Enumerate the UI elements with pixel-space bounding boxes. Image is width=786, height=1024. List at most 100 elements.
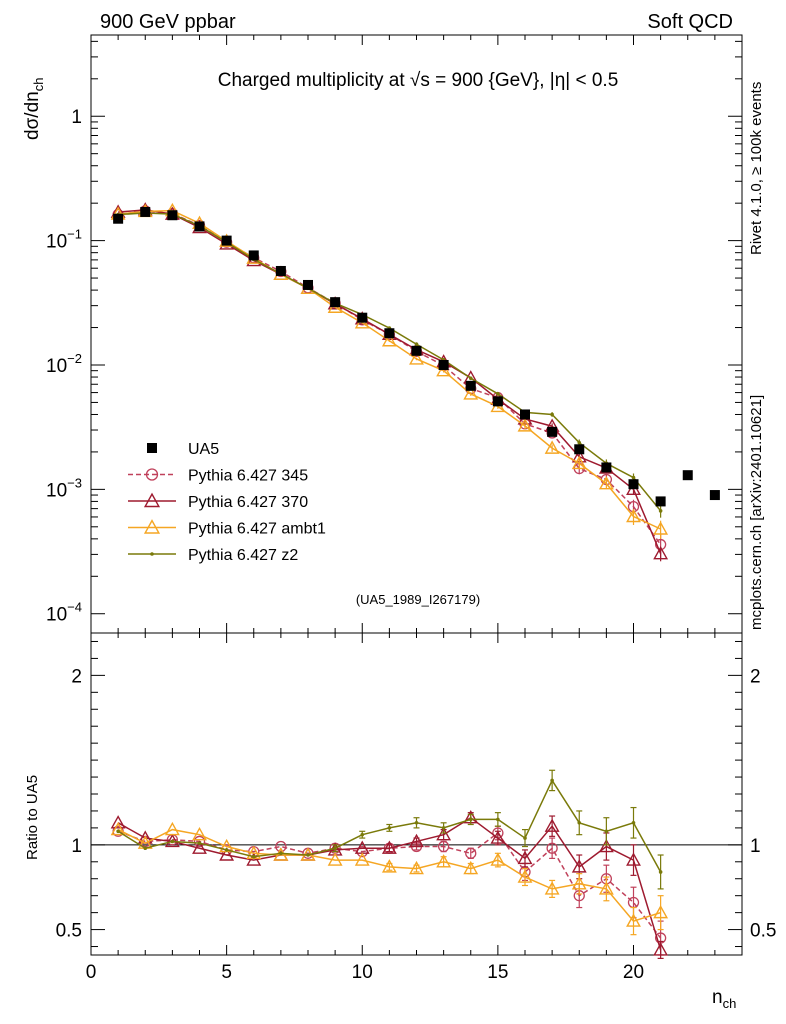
series-point [653,545,669,560]
data-point [275,265,286,276]
data-point [547,426,558,437]
series-ratio-point [409,833,424,848]
series-ratio-point [164,821,180,836]
series-ratio-point [441,826,446,830]
x-tick-label: 0 [86,962,97,983]
series-point [468,376,473,381]
series-point [381,333,397,347]
series-ratio-point [653,942,669,956]
data-point [113,213,124,224]
legend-marker [143,519,161,534]
ratio-tick-label: 0.5 [56,921,82,942]
series-ratio-point [631,821,636,825]
data-point [492,396,503,407]
legend-marker [145,468,159,481]
legend-label: Pythia 6.427 345 [188,468,308,485]
legend-label: Pythia 6.427 370 [188,494,308,511]
series-ratio-point [224,848,229,852]
y-tick-label: 10−4 [46,600,82,626]
data-point [709,490,720,501]
series-ratio-point [193,835,206,848]
data-point [411,345,422,356]
ratio-tick-label-right: 1 [750,836,761,857]
series-point [463,386,479,400]
series-ratio-point [490,852,506,866]
series-ratio-point [604,829,609,834]
series-point [631,475,636,480]
legend-marker [143,492,161,508]
series-point [414,342,419,347]
x-tick-label: 20 [623,962,644,983]
series-ratio-point [436,854,452,868]
series-ratio-point [436,826,452,841]
series-point [577,440,582,445]
series-ratio-point [626,852,641,866]
data-point [248,250,259,261]
series-ratio-point [571,876,587,890]
series-ratio-point [544,818,560,832]
series-ratio-point [653,904,669,919]
legend-label: Pythia 6.427 z2 [188,547,298,564]
main-plot: 10−4 10−3 10−2 10−1 1 [46,34,743,955]
series-ratio-point [170,839,175,844]
ratio-tick-label-right: 2 [750,666,761,687]
series-ratio-point [354,852,370,866]
data-point [520,409,530,420]
data-point [167,210,178,221]
legend: UA5 Pythia 6.427 345 Pythia 6.427 370 Pythi… [128,441,326,564]
series-ratio-point [143,846,148,851]
main-y-label: dσ/dnch [22,78,46,140]
mcplots-label: mcplots.cern.ch [arXiv:2401.10621] [748,395,765,630]
ratio-plot: 0 5 10 15 20 0.5 0.5 1 1 2 2 [56,632,776,983]
svg-text:nch: nch [712,987,736,1011]
ratio-tick-label-right: 0.5 [750,921,776,942]
main-frame [90,34,743,634]
data-point [194,221,205,232]
series-ratio-point [381,840,397,854]
series-ratio-point [306,853,310,857]
ratio-frame [90,632,743,956]
ratio-tick-label: 2 [71,666,82,687]
x-axis-label: nch [712,987,736,1011]
legend-label: Pythia 6.427 ambt1 [188,521,326,538]
series-ratio-point [496,817,500,822]
series-point [544,440,560,454]
series-ratio-point [414,821,419,825]
series-point [598,476,614,490]
rivet-label: Rivet 4.1.0, ≥ 100k events [748,82,765,255]
legend-entry: Pythia 6.427 370 [128,492,308,511]
analysis-id: (UA5_1989_I267179) [356,592,480,607]
y-tick-label: 10−2 [46,351,82,377]
data-point [221,235,232,246]
data-point [601,462,612,473]
data-point [682,470,693,481]
series-ratio-point [381,859,397,873]
data-point [357,312,368,323]
series-point [517,418,533,432]
series-point [626,508,641,523]
legend-label: UA5 [188,441,219,458]
series-ratio-point [279,851,283,856]
series-ratio-point [544,881,560,895]
series-ratio-point [246,852,262,866]
series-ratio-point [251,854,256,859]
legend-entry: Pythia 6.427 345 [128,468,308,485]
series-ratio-point [219,847,235,861]
data-point [465,380,476,391]
y-tick-label: 10−3 [46,475,82,501]
y-tick-label: 1 [71,107,82,128]
x-tick-label: 5 [221,962,232,983]
series-ratio-point [577,821,582,825]
series-ratio-point [437,840,450,853]
series-ratio-point [110,815,126,829]
x-tick-label: 15 [487,962,508,983]
y-tick-label: 10−1 [46,227,82,253]
data-point [140,206,151,217]
series-ratio-point [517,850,533,865]
series-ratio-point [164,833,180,848]
series-ratio-point [197,841,202,845]
legend-entry: Pythia 6.427 ambt1 [128,519,326,538]
series-point [653,521,669,535]
series-ratio-point [192,840,207,854]
